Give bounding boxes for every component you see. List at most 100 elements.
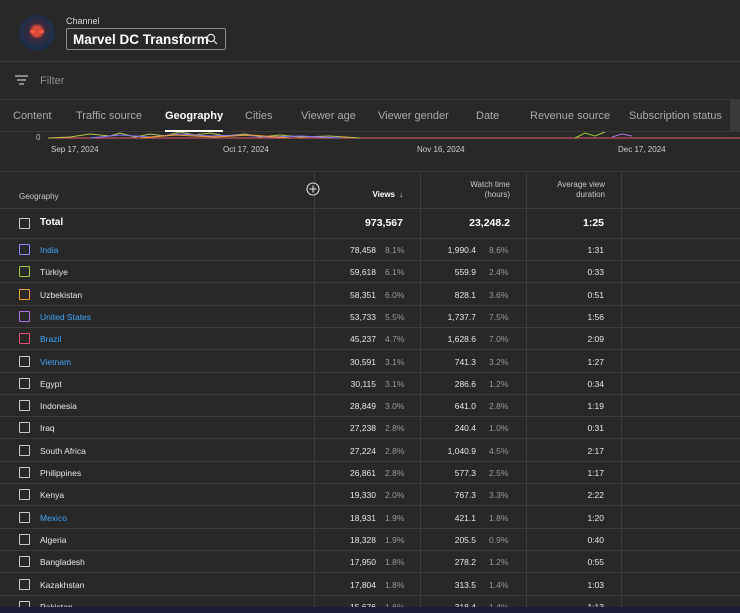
country-name: Algeria — [40, 535, 67, 545]
channel-selector[interactable]: Marvel DC Transform — [66, 28, 226, 50]
watch-time-value: 577.3 — [454, 468, 476, 478]
avg-duration-value: 0:31 — [587, 423, 604, 433]
table-row: United States 53,733 5.5% 1,737.7 7.5% 1:56 — [0, 306, 740, 328]
watch-time-percent: 3.2% — [489, 357, 509, 367]
add-metric-icon[interactable] — [306, 182, 320, 196]
avg-duration-value: 1:03 — [587, 580, 604, 590]
tab-geography[interactable]: Geography — [165, 110, 224, 132]
views-value: 26,861 — [350, 468, 376, 478]
row-checkbox[interactable] — [19, 445, 30, 456]
table-row: Egypt 30,115 3.1% 286.6 1.2% 0:34 — [0, 373, 740, 395]
views-value: 17,950 — [350, 557, 376, 567]
country-name[interactable]: Vietnam — [40, 357, 72, 367]
tab-revenue-source[interactable]: Revenue source — [530, 110, 611, 122]
filter-input[interactable]: Filter — [40, 75, 65, 87]
row-checkbox[interactable] — [19, 534, 30, 545]
tab-cities[interactable]: Cities — [245, 110, 273, 122]
views-value: 19,330 — [350, 490, 376, 500]
watch-time-value: 240.4 — [454, 423, 476, 433]
country-name: Kazakhstan — [40, 580, 85, 590]
row-checkbox[interactable] — [19, 422, 30, 433]
views-value: 27,238 — [350, 423, 376, 433]
watch-time-percent: 1.0% — [489, 423, 509, 433]
header-watch-time[interactable]: Watch time (hours) — [430, 180, 510, 200]
row-checkbox[interactable] — [19, 512, 30, 523]
watch-time-value: 641.0 — [454, 401, 476, 411]
country-name: South Africa — [40, 446, 86, 456]
country-name: Türkiye — [40, 267, 68, 277]
table-row: Indonesia 28,849 3.0% 641.0 2.8% 1:19 — [0, 395, 740, 417]
watch-time-percent: 1.2% — [489, 557, 509, 567]
row-checkbox[interactable] — [19, 467, 30, 478]
row-checkbox[interactable] — [19, 244, 30, 255]
table-row: Kazakhstan 17,804 1.8% 313.5 1.4% 1:03 — [0, 574, 740, 596]
tab-viewer-gender[interactable]: Viewer gender — [378, 110, 449, 122]
views-percent: 2.8% — [385, 446, 405, 456]
watch-time-percent: 3.3% — [489, 490, 509, 500]
tab-date[interactable]: Date — [476, 110, 500, 122]
watch-time-value: 1,040.9 — [447, 446, 476, 456]
watch-time-value: 313.5 — [454, 580, 476, 590]
watch-time-percent: 1.2% — [489, 379, 509, 389]
channel-avatar — [19, 15, 55, 51]
watch-time-value: 278.2 — [454, 557, 476, 567]
watch-time-percent: 2.4% — [489, 267, 509, 277]
watch-time-percent: 7.5% — [489, 312, 509, 322]
header-avg-line1: Average view — [557, 180, 605, 189]
avg-duration-value: 0:55 — [587, 557, 604, 567]
total-checkbox[interactable] — [19, 218, 30, 229]
tab-content[interactable]: Content — [13, 110, 52, 122]
table-row: Philippines 26,861 2.8% 577.3 2.5% 1:17 — [0, 462, 740, 484]
tab-viewer-age[interactable]: Viewer age — [301, 110, 356, 122]
row-checkbox[interactable] — [19, 400, 30, 411]
country-name[interactable]: Brazil — [40, 334, 62, 344]
total-views: 973,567 — [365, 217, 403, 229]
tab-subscription-status[interactable]: Subscription status — [629, 110, 722, 122]
row-checkbox[interactable] — [19, 333, 30, 344]
row-checkbox[interactable] — [19, 579, 30, 590]
views-value: 45,237 — [350, 334, 376, 344]
row-checkbox[interactable] — [19, 489, 30, 500]
watch-time-percent: 4.5% — [489, 446, 509, 456]
row-checkbox[interactable] — [19, 556, 30, 567]
country-name[interactable]: United States — [40, 312, 92, 322]
row-checkbox[interactable] — [19, 266, 30, 277]
views-value: 59,618 — [350, 267, 376, 277]
channel-label: Channel — [66, 16, 100, 26]
watch-time-value: 1,990.4 — [447, 245, 476, 255]
table-row: Uzbekistan 58,351 6.0% 828.1 3.6% 0:51 — [0, 284, 740, 306]
header-geography[interactable]: Geography — [19, 192, 59, 201]
filter-icon[interactable] — [15, 75, 28, 85]
watch-time-percent: 8.6% — [489, 245, 509, 255]
filter-bar[interactable]: Filter — [0, 62, 740, 100]
avg-duration-value: 0:40 — [587, 535, 604, 545]
row-checkbox[interactable] — [19, 311, 30, 322]
tab-traffic-source[interactable]: Traffic source — [76, 110, 143, 122]
avg-duration-value: 2:09 — [587, 334, 604, 344]
views-percent: 1.9% — [385, 513, 405, 523]
views-value: 78,458 — [350, 245, 376, 255]
row-checkbox[interactable] — [19, 356, 30, 367]
views-percent: 2.8% — [385, 468, 405, 478]
header-views[interactable]: Views ↓ — [330, 190, 403, 200]
country-name[interactable]: India — [40, 245, 59, 255]
row-checkbox[interactable] — [19, 378, 30, 389]
table-row: Algeria 18,328 1.9% 205.5 0.9% 0:40 — [0, 529, 740, 551]
avg-duration-value: 0:51 — [587, 290, 604, 300]
row-checkbox[interactable] — [19, 289, 30, 300]
country-name: Kenya — [40, 490, 65, 500]
watch-time-percent: 2.8% — [489, 401, 509, 411]
header-avg-duration[interactable]: Average view duration — [530, 180, 605, 200]
watch-time-percent: 7.0% — [489, 334, 509, 344]
search-icon[interactable] — [206, 33, 218, 45]
total-watch-time: 23,248.2 — [469, 217, 510, 229]
country-name: Bangladesh — [40, 557, 85, 567]
x-label-dec: Dec 17, 2024 — [618, 145, 666, 154]
views-value: 30,115 — [350, 379, 376, 389]
country-name[interactable]: Mexico — [40, 513, 67, 523]
dimension-tabs: Content Traffic source Geography Cities … — [0, 100, 740, 132]
country-name: Egypt — [40, 379, 62, 389]
watch-time-value: 286.6 — [454, 379, 476, 389]
avg-duration-value: 1:20 — [587, 513, 604, 523]
table-row: Türkiye 59,618 6.1% 559.9 2.4% 0:33 — [0, 261, 740, 283]
